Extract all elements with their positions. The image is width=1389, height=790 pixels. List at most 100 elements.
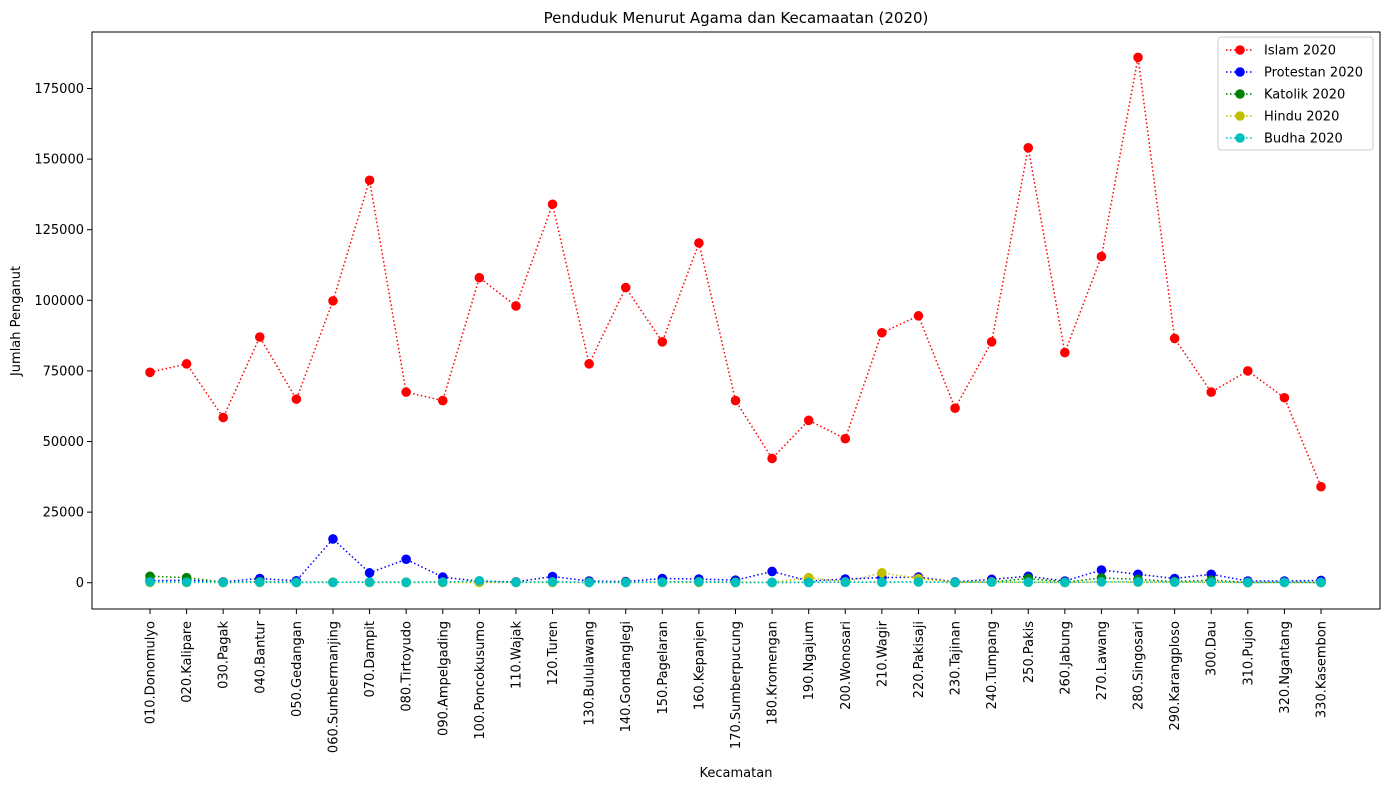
data-point: [620, 577, 631, 588]
data-point: [328, 296, 338, 306]
data-point: [657, 337, 668, 347]
x-tick-label: 040.Bantur: [253, 620, 268, 693]
data-point: [1096, 577, 1107, 587]
x-tick-label: 180.Kromengan: [766, 621, 781, 725]
data-point: [840, 433, 851, 444]
x-tick-label: 030.Pagak: [217, 621, 232, 689]
x-tick-label: 230.Tajinan: [949, 621, 964, 695]
data-point: [1060, 347, 1070, 358]
x-axis-label: Kecamatan: [700, 766, 773, 781]
x-tick-label: 120.Turen: [546, 621, 561, 685]
data-point: [181, 577, 192, 587]
data-point: [767, 453, 777, 464]
series-line: [149, 57, 1322, 487]
legend-marker: [1235, 67, 1245, 77]
data-point: [511, 577, 521, 588]
x-tick-label: 270.Lawang: [1095, 621, 1110, 700]
y-tick-label: 50000: [43, 435, 84, 450]
data-point: [730, 577, 741, 588]
legend-label: Hindu 2020: [1264, 110, 1339, 125]
chart-title: Penduduk Menurut Agama dan Kecamaatan (2…: [544, 9, 929, 27]
data-point: [437, 577, 448, 587]
data-point: [986, 337, 997, 347]
data-point: [877, 577, 887, 587]
x-tick-label: 250.Pakis: [1022, 621, 1037, 683]
x-tick-label: 020.Kalipare: [180, 621, 195, 703]
data-point: [145, 367, 155, 378]
axes-frame: [91, 31, 1381, 610]
x-tick-label: 160.Kepanjen: [692, 621, 707, 710]
legend-label: Protestan 2020: [1264, 66, 1363, 81]
x-tick-label: 060.Sumbermanjing: [326, 621, 341, 753]
data-point: [291, 394, 302, 404]
series-line: [149, 537, 1322, 583]
data-point: [913, 311, 924, 321]
data-point: [181, 359, 192, 369]
data-point: [1316, 481, 1326, 492]
legend-marker: [1235, 133, 1245, 143]
data-point: [547, 199, 558, 210]
x-tick-label: 280.Singosari: [1132, 621, 1147, 710]
data-point: [1206, 577, 1217, 587]
legend: Islam 2020 Protestan 2020 Katolik 2020 Hind…: [1217, 36, 1374, 151]
data-point: [474, 272, 485, 283]
data-point: [877, 327, 887, 338]
data-point: [1316, 577, 1326, 588]
data-point: [254, 577, 265, 587]
y-axis-label: Jumlah Penganut: [9, 266, 24, 377]
x-tick-label: 010.Donomulyo: [144, 621, 159, 724]
legend-label: Budha 2020: [1264, 132, 1343, 147]
x-tick-label: 050.Gedangan: [290, 621, 305, 717]
data-point: [950, 403, 960, 413]
data-point: [218, 412, 228, 423]
data-point: [767, 577, 777, 588]
data-point: [1133, 577, 1143, 587]
data-point: [1243, 366, 1253, 376]
data-point: [364, 577, 375, 587]
y-tick-label: 25000: [43, 506, 84, 521]
data-point: [1023, 142, 1034, 153]
data-point: [694, 577, 704, 587]
x-tick-label: 100.Poncokusumo: [473, 621, 488, 740]
data-point: [364, 568, 375, 578]
data-point: [657, 577, 668, 587]
x-tick-label: 150.Pagelaran: [656, 621, 671, 715]
data-point: [511, 301, 521, 311]
data-point: [1206, 387, 1217, 397]
y-tick-label: 175000: [34, 82, 84, 97]
legend-label: Katolik 2020: [1264, 88, 1345, 103]
data-point: [913, 577, 924, 587]
data-point: [986, 577, 997, 587]
data-point: [877, 568, 887, 578]
x-tick-label: 300.Dau: [1205, 621, 1220, 676]
x-tick-label: 310.Pujon: [1241, 621, 1256, 686]
data-point: [1279, 577, 1290, 588]
x-tick-label: 290.Karangploso: [1168, 621, 1183, 731]
x-tick-label: 130.Bululawang: [583, 621, 598, 726]
plot-area: 0 25000 50000 75000 100000 125000 150000 175000…: [34, 52, 1330, 753]
data-point: [291, 577, 302, 588]
data-point: [1023, 577, 1034, 587]
y-tick-label: 150000: [34, 153, 84, 168]
data-point: [474, 575, 485, 586]
data-point: [840, 577, 851, 587]
legend-label: Islam 2020: [1264, 44, 1336, 59]
data-point: [145, 577, 155, 587]
x-tick-label: 220.Pakisaji: [912, 621, 927, 698]
data-point: [1169, 577, 1180, 587]
data-point: [620, 282, 631, 293]
data-point: [730, 395, 741, 406]
data-point: [1279, 392, 1290, 403]
data-point: [1060, 577, 1070, 588]
x-tick-label: 110.Wajak: [509, 621, 524, 690]
data-point: [584, 359, 594, 369]
data-point: [1096, 565, 1107, 575]
data-point: [950, 577, 960, 588]
x-tick-label: 240.Tumpang: [985, 621, 1000, 710]
x-tick-label: 080.Tirtoyudo: [400, 621, 415, 712]
data-point: [401, 554, 411, 565]
data-point: [547, 577, 558, 587]
x-tick-label: 170.Sumberpucung: [729, 621, 744, 749]
data-point: [803, 415, 814, 426]
